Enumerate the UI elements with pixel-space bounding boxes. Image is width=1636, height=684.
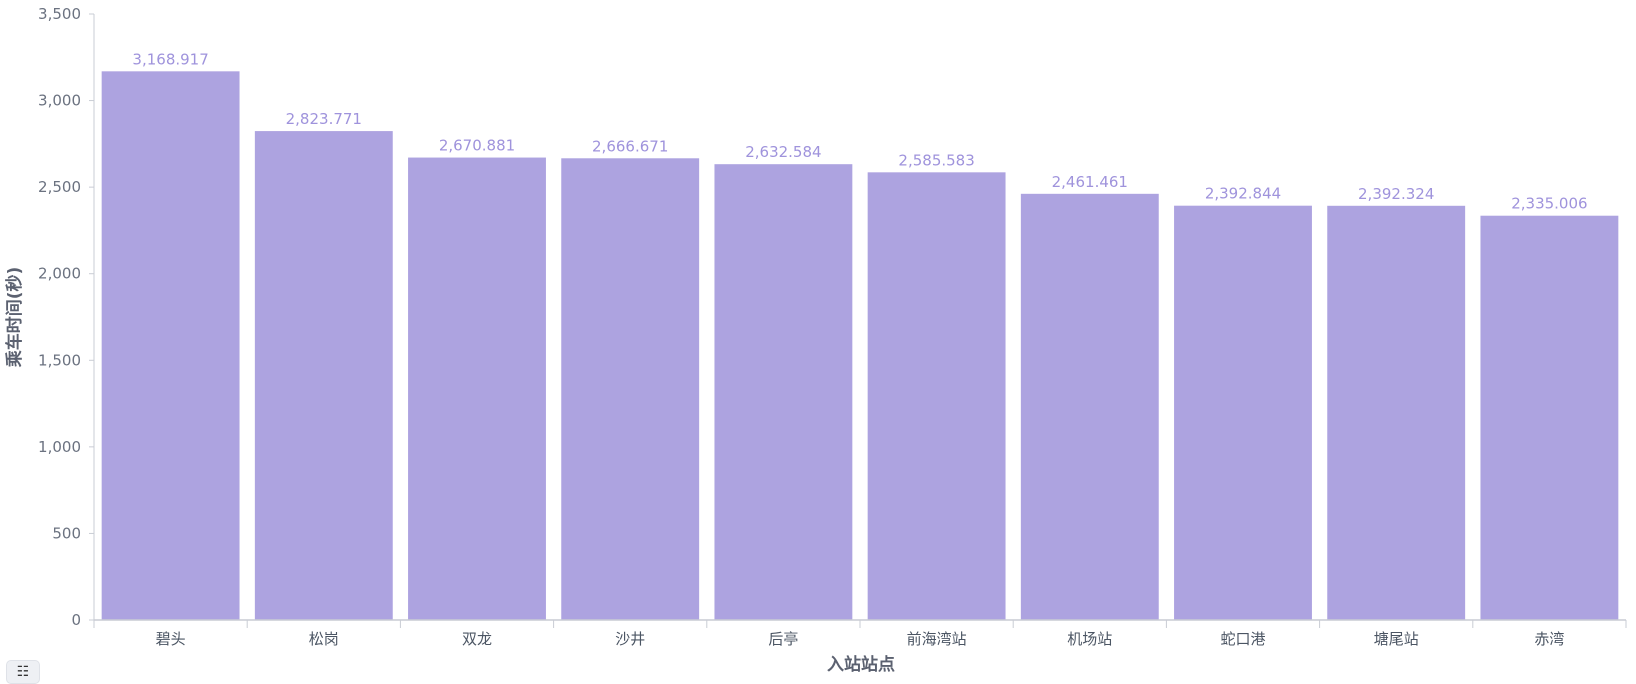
legend-toggle-button[interactable]: ☷: [6, 660, 40, 684]
x-tick-label: 赤湾: [1534, 630, 1564, 648]
data-label: 2,670.881: [439, 137, 515, 155]
y-tick-label: 500: [52, 524, 81, 542]
data-label: 2,666.671: [592, 137, 668, 155]
data-label: 2,392.844: [1205, 185, 1281, 203]
data-label: 2,335.006: [1511, 195, 1587, 213]
bar[interactable]: [101, 71, 240, 621]
x-axis-title: 入站站点: [827, 654, 895, 675]
data-label: 2,461.461: [1052, 173, 1128, 191]
x-axis: 碧头 松岗 双龙 沙井 后亭 前海湾站 机场站 蛇口港 塘尾站 赤湾: [93, 619, 1627, 648]
bars-layer: 3,168.917 2,823.771 2,670.881 2,666.671 2,63…: [101, 50, 1619, 621]
bar[interactable]: [1174, 205, 1312, 620]
bar[interactable]: [1327, 205, 1466, 620]
bar[interactable]: [1480, 215, 1619, 620]
bar[interactable]: [561, 158, 700, 620]
x-tick-label: 前海湾站: [907, 630, 967, 648]
y-tick-label: 0: [71, 611, 81, 629]
x-tick-label: 松岗: [309, 630, 339, 648]
x-tick-label: 碧头: [156, 630, 186, 648]
x-tick-label: 沙井: [615, 630, 645, 648]
y-tick-label: 1,500: [38, 351, 81, 369]
bar[interactable]: [867, 172, 1006, 620]
x-tick-label: 塘尾站: [1374, 630, 1419, 648]
x-tick-label: 机场站: [1067, 630, 1112, 648]
bar[interactable]: [1020, 193, 1159, 620]
data-label: 2,632.584: [745, 143, 821, 161]
y-tick-label: 2,500: [38, 178, 81, 196]
bar[interactable]: [714, 164, 853, 620]
list-icon: ☷: [16, 664, 30, 680]
data-label: 2,585.583: [898, 151, 974, 169]
data-label: 2,823.771: [286, 110, 362, 128]
x-tick-label: 后亭: [768, 630, 798, 648]
y-tick-label: 3,000: [38, 92, 81, 110]
y-axis-title: 乘车时间(秒): [4, 267, 25, 369]
y-axis: 0 500 1,000 1,500 2,000 2,500 3,000 3,500: [38, 5, 95, 629]
x-tick-label: 双龙: [462, 630, 492, 648]
bar[interactable]: [254, 131, 393, 620]
data-label: 2,392.324: [1358, 185, 1434, 203]
data-label: 3,168.917: [132, 50, 208, 68]
y-tick-label: 3,500: [38, 5, 81, 23]
y-tick-label: 2,000: [38, 265, 81, 283]
bar[interactable]: [408, 157, 546, 620]
y-tick-label: 1,000: [38, 438, 81, 456]
x-tick-label: 蛇口港: [1220, 630, 1265, 648]
